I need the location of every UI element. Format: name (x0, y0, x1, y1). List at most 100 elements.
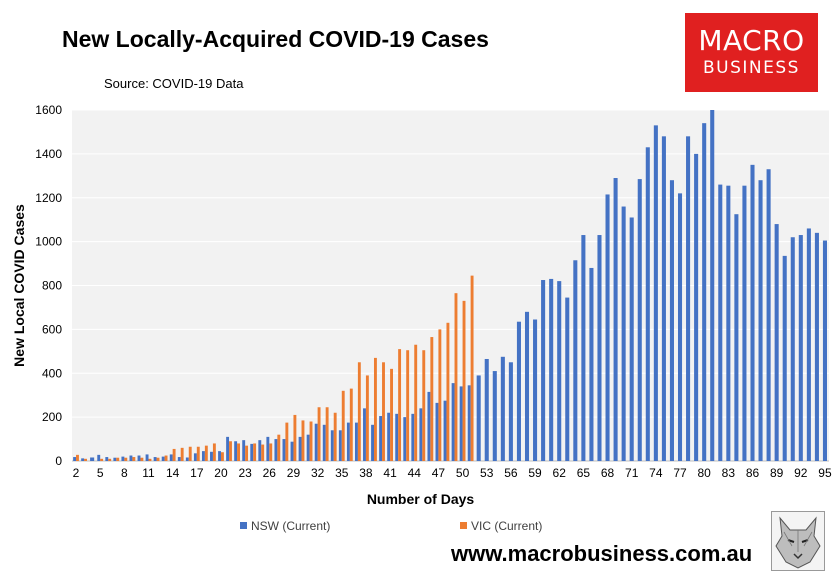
bar-nsw-day-84 (734, 214, 739, 461)
bar-nsw-day-77 (677, 193, 683, 462)
bar-nsw-day-73 (645, 147, 650, 462)
x-tick-label: 71 (625, 466, 639, 480)
bar-vic-day-24 (253, 443, 257, 461)
x-tick-label: 47 (432, 466, 446, 480)
bar-nsw-day-53 (484, 358, 489, 461)
bar-vic-day-32 (317, 407, 321, 461)
bar-nsw-day-32 (314, 423, 318, 461)
bar-vic-day-10 (140, 457, 144, 461)
x-tick-label: 83 (722, 466, 736, 480)
bar-vic-day-9 (132, 457, 136, 461)
y-tick-label: 1600 (35, 103, 62, 117)
x-tick-label: 65 (577, 466, 591, 480)
bar-vic-day-37 (357, 362, 361, 461)
bar-nsw-day-95 (822, 240, 827, 461)
logo-line-2: BUSINESS (703, 58, 800, 78)
bar-nsw-day-64 (573, 260, 578, 461)
bar-vic-day-27 (277, 434, 281, 461)
bar-nsw-day-37 (354, 422, 358, 461)
bar-vic-day-20 (220, 452, 224, 461)
bar-nsw-day-31 (306, 434, 310, 461)
y-tick-label: 200 (42, 410, 62, 424)
x-tick-label: 2 (73, 466, 80, 480)
bar-nsw-day-38 (363, 408, 366, 461)
bar-nsw-day-7 (113, 457, 117, 461)
bar-vic-day-22 (237, 443, 240, 461)
bar-nsw-day-74 (653, 125, 658, 462)
bar-nsw-day-4 (90, 457, 95, 461)
x-tick-label: 38 (359, 466, 373, 480)
bar-nsw-day-87 (758, 180, 763, 461)
x-tick-label: 80 (697, 466, 711, 480)
bar-nsw-day-72 (637, 179, 642, 461)
bar-vic-day-45 (422, 350, 426, 461)
bar-nsw-day-94 (814, 232, 819, 461)
bar-vic-day-40 (382, 362, 385, 461)
bar-nsw-day-40 (379, 416, 383, 461)
legend: NSW (Current) VIC (Current) (240, 519, 542, 533)
bar-vic-day-5 (100, 458, 104, 461)
bar-nsw-day-65 (581, 235, 586, 461)
bar-vic-day-18 (204, 445, 208, 461)
bar-nsw-day-35 (338, 430, 342, 461)
y-tick-label: 400 (42, 366, 62, 380)
bar-nsw-day-11 (145, 454, 149, 461)
bar-nsw-day-90 (782, 255, 787, 461)
bar-vic-day-46 (430, 337, 434, 461)
website-url[interactable]: www.macrobusiness.com.au (451, 541, 753, 566)
bar-nsw-day-23 (242, 440, 246, 461)
macrobusiness-logo[interactable]: MACRO BUSINESS (685, 13, 818, 92)
bar-vic-day-26 (269, 443, 273, 461)
x-tick-label: 92 (794, 466, 808, 480)
bar-vic-day-50 (462, 300, 466, 461)
x-tick-label: 53 (480, 466, 494, 480)
bar-nsw-day-39 (371, 424, 374, 461)
x-tick-label: 74 (649, 466, 663, 480)
bar-vic-day-11 (148, 458, 152, 461)
x-tick-label: 50 (456, 466, 470, 480)
bar-nsw-day-71 (629, 217, 634, 461)
bar-nsw-day-27 (274, 439, 278, 461)
bar-nsw-day-86 (750, 164, 755, 461)
chart-title: New Locally-Acquired COVID-19 Cases (62, 26, 489, 52)
x-tick-label: 23 (238, 466, 252, 480)
bar-vic-day-8 (124, 457, 128, 461)
y-tick-label: 1200 (35, 191, 62, 205)
bar-nsw-day-85 (742, 185, 747, 461)
x-tick-label: 59 (528, 466, 542, 480)
bar-vic-day-42 (398, 349, 402, 461)
x-tick-label: 32 (311, 466, 325, 480)
x-tick-label: 5 (97, 466, 104, 480)
x-tick-label: 20 (214, 466, 228, 480)
bar-nsw-day-6 (105, 457, 109, 461)
bar-nsw-day-92 (798, 235, 803, 461)
bar-nsw-day-75 (661, 136, 666, 461)
x-tick-label: 41 (383, 466, 397, 480)
bar-nsw-day-29 (290, 441, 294, 461)
bar-nsw-day-24 (250, 443, 254, 461)
bar-nsw-day-62 (557, 281, 562, 461)
bar-nsw-day-48 (443, 400, 447, 461)
bar-nsw-day-26 (266, 436, 270, 461)
x-tick-label: 86 (746, 466, 760, 480)
bar-nsw-day-34 (330, 430, 334, 461)
bar-vic-day-51 (470, 275, 474, 461)
bar-vic-day-43 (406, 350, 410, 461)
bar-nsw-day-20 (218, 451, 221, 461)
bar-nsw-day-61 (549, 278, 554, 461)
y-tick-label: 0 (55, 454, 62, 468)
y-axis-label: New Local COVID Cases (11, 204, 27, 367)
bar-vic-day-41 (390, 368, 393, 461)
x-tick-label: 44 (408, 466, 422, 480)
bar-vic-day-47 (438, 329, 442, 462)
bar-nsw-day-81 (710, 110, 715, 461)
bar-nsw-day-42 (395, 413, 399, 461)
x-tick-label: 8 (121, 466, 128, 480)
x-tick-label: 77 (673, 466, 687, 480)
bar-nsw-day-46 (427, 391, 431, 461)
x-tick-label: 14 (166, 466, 180, 480)
bar-vic-day-39 (373, 357, 377, 461)
bar-vic-day-28 (285, 422, 289, 461)
bar-vic-day-14 (172, 448, 176, 461)
bar-nsw-day-43 (403, 417, 407, 462)
